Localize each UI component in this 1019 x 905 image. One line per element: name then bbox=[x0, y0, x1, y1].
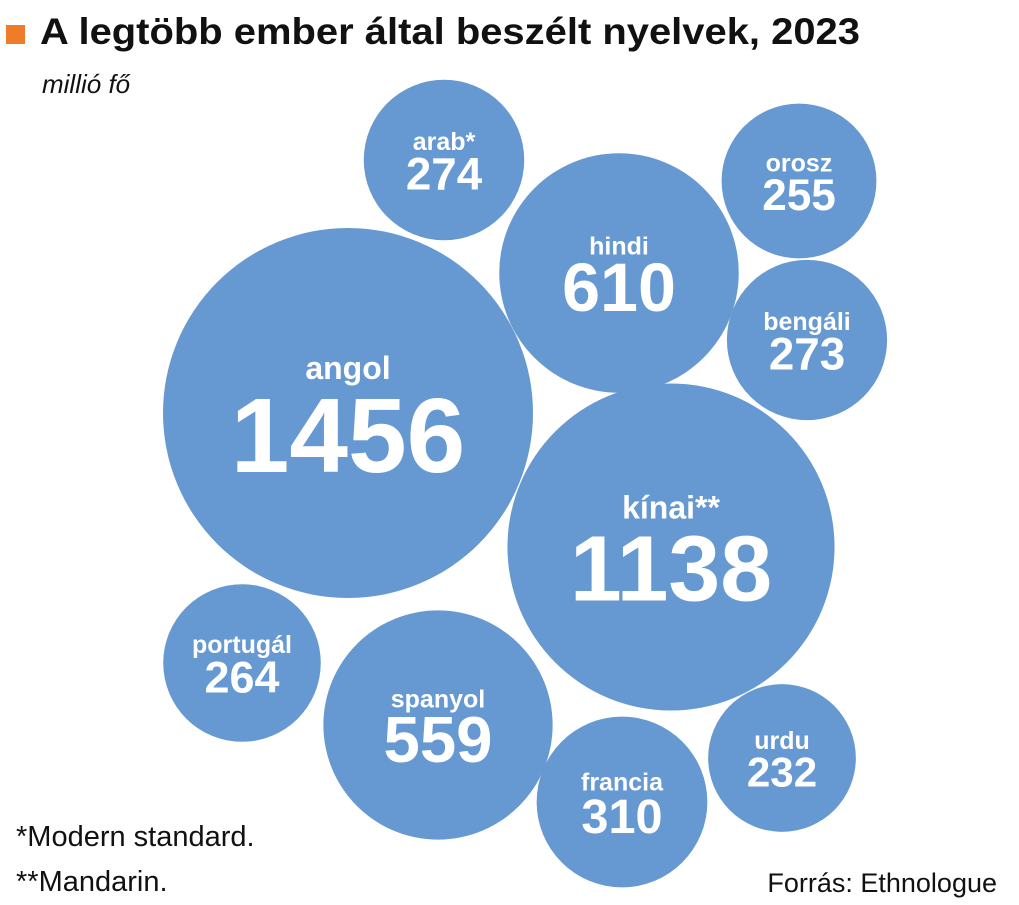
bubble-value-hindi: 610 bbox=[562, 250, 676, 326]
bubble-value-angol: 1456 bbox=[231, 378, 466, 495]
bubble-label-urdu: urdu bbox=[754, 727, 810, 755]
bubble-value-bengali: 273 bbox=[769, 329, 845, 380]
bubble-label-bengali: bengáli bbox=[763, 308, 851, 336]
chart-subtitle: millió fő bbox=[42, 69, 131, 99]
bubble-value-spanyol: 559 bbox=[384, 703, 493, 776]
bubble-value-kinai: 1138 bbox=[570, 517, 772, 621]
bubble-angol bbox=[163, 228, 533, 598]
bubble-value-urdu: 232 bbox=[747, 748, 817, 795]
bubble-label-hindi: hindi bbox=[589, 232, 649, 260]
bubble-label-orosz: orosz bbox=[766, 149, 833, 177]
bubble-value-francia: 310 bbox=[581, 790, 662, 844]
bubble-label-kinai: kínai** bbox=[622, 489, 720, 525]
bubble-value-portugal: 264 bbox=[205, 651, 280, 702]
bubble-label-portugal: portugál bbox=[192, 631, 292, 659]
bubble-label-francia: francia bbox=[581, 769, 664, 797]
title-accent-square bbox=[6, 25, 25, 44]
bubble-portugal bbox=[163, 584, 321, 742]
bubble-spanyol bbox=[323, 610, 553, 840]
bubble-kinai bbox=[507, 383, 835, 711]
bubble-value-arab: 274 bbox=[406, 149, 483, 200]
bubble-value-orosz: 255 bbox=[762, 171, 836, 220]
bubble-label-angol: angol bbox=[305, 350, 390, 386]
bubble-label-arab: arab* bbox=[413, 128, 476, 156]
bubble-francia bbox=[536, 716, 708, 888]
bubble-orosz bbox=[721, 103, 877, 259]
chart-title: A legtöbb ember által beszélt nyelvek, 2… bbox=[40, 11, 860, 52]
footnote-kinai: **Mandarin. bbox=[16, 866, 168, 898]
bubble-urdu bbox=[708, 684, 856, 832]
footnote-arab: *Modern standard. bbox=[16, 821, 255, 853]
bubble-label-spanyol: spanyol bbox=[391, 686, 485, 714]
bubble-arab bbox=[363, 79, 525, 241]
source-note: Forrás: Ethnologue bbox=[767, 868, 997, 898]
bubble-bengali bbox=[726, 259, 888, 421]
bubble-hindi bbox=[499, 153, 739, 393]
